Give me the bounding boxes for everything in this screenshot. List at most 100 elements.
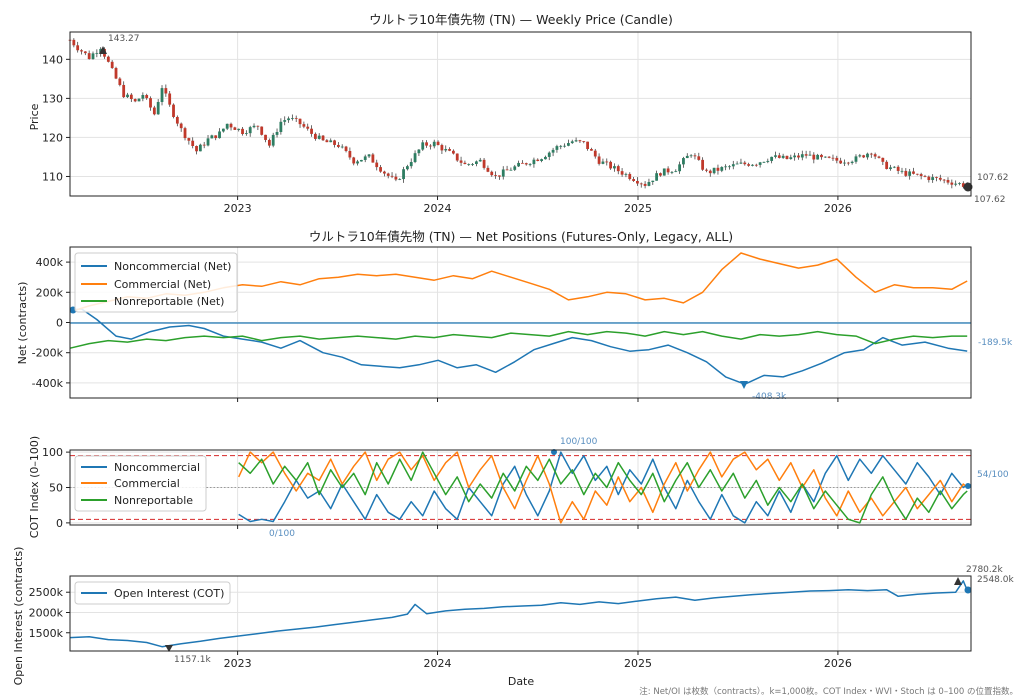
y-tick-label: 100	[42, 446, 63, 459]
net-legend-noncommercial: Noncommercial (Net)	[114, 260, 231, 273]
candle-body	[137, 98, 141, 102]
candle-body	[636, 180, 639, 184]
candle-body	[693, 155, 697, 157]
oi-series-lines	[69, 580, 968, 648]
candle-body	[743, 162, 747, 165]
candle-body	[889, 167, 892, 170]
candle-body	[198, 144, 202, 152]
candle-body	[858, 155, 862, 157]
candle-body	[455, 153, 459, 161]
cot-frame	[69, 449, 972, 526]
candle-body	[375, 162, 379, 168]
candle-body	[774, 155, 777, 157]
candle-body	[912, 171, 915, 174]
candle-body	[877, 156, 881, 158]
candle-body	[689, 155, 693, 157]
candle-body	[547, 152, 551, 157]
candle-body	[831, 157, 835, 159]
candle-body	[820, 154, 823, 158]
candle-body	[195, 145, 198, 152]
price-frame	[69, 31, 972, 197]
candle-body	[175, 116, 179, 124]
candle-body	[827, 156, 831, 158]
candle-body	[647, 182, 651, 186]
candle-body	[613, 166, 616, 169]
oi-legend-box	[74, 581, 231, 605]
candle-body	[800, 154, 804, 158]
candle-body	[524, 163, 528, 165]
candle-body	[843, 162, 846, 164]
candle-body	[405, 166, 409, 170]
candle-body	[720, 167, 724, 171]
candle-body	[221, 128, 225, 132]
candle-body	[348, 150, 352, 158]
candle-body	[329, 140, 333, 143]
candle-body	[494, 175, 497, 176]
candle-body	[172, 104, 175, 117]
candle-body	[513, 166, 517, 170]
candle-body	[448, 149, 451, 151]
candle-body	[804, 154, 808, 156]
candle-body	[705, 169, 708, 171]
candle-body	[306, 126, 310, 129]
series-line-nonreportable	[238, 451, 968, 524]
candle-body	[260, 126, 264, 135]
candle-body	[958, 183, 961, 185]
net-min-marker	[740, 381, 748, 389]
candle-body	[106, 56, 110, 62]
cot-legend-commercial: Commercial	[114, 477, 180, 490]
candle-body	[770, 156, 774, 161]
cot-y-ticks: 0 50 100	[42, 446, 70, 530]
candle-body	[961, 183, 965, 187]
candle-body	[241, 128, 244, 135]
candle-body	[294, 118, 298, 119]
candle-body	[248, 127, 252, 134]
candle-body	[371, 154, 375, 163]
candle-body	[317, 135, 321, 139]
candle-body	[816, 154, 820, 160]
net-legend-nonreportable: Nonreportable (Net)	[114, 295, 224, 308]
candle-body	[417, 149, 421, 154]
candle-body	[110, 61, 114, 69]
candle-body	[896, 166, 900, 171]
candle-body	[80, 50, 83, 52]
oi-legend: Open Interest (COT)	[74, 581, 231, 605]
candle-body	[463, 162, 467, 165]
candle-body	[478, 159, 482, 162]
candle-body	[685, 155, 689, 159]
candle-body	[210, 135, 214, 139]
net-legend: Noncommercial (Net) Commercial (Net) Non…	[74, 252, 238, 313]
candle-body	[509, 169, 513, 171]
candle-body	[590, 149, 593, 151]
candle-body	[129, 94, 133, 100]
candle-body	[118, 78, 122, 85]
candle-body	[340, 146, 344, 148]
candle-body	[218, 131, 221, 139]
candle-body	[244, 133, 248, 135]
candle-body	[908, 171, 912, 176]
candle-body	[839, 160, 843, 164]
candle-body	[183, 128, 187, 139]
net-title: ウルトラ10年債先物 (TN) — Net Positions (Futures…	[309, 229, 733, 244]
price-grid	[70, 32, 971, 196]
net-y-ticks: 400k 200k 0 -200k -400k	[32, 256, 70, 390]
candle-body	[609, 161, 612, 169]
candle-body	[409, 162, 413, 167]
candle-body	[570, 141, 574, 144]
candle-body	[356, 161, 359, 164]
series-line-open_interest	[69, 580, 968, 648]
candle-body	[938, 177, 942, 180]
candle-body	[72, 39, 76, 46]
y-tick-label: 50	[49, 482, 63, 495]
net-last-annotation: -189.5k	[978, 338, 1013, 348]
candle-body	[390, 175, 394, 177]
candle-body	[229, 123, 233, 128]
candle-body	[942, 179, 946, 181]
cot-last-marker	[965, 483, 971, 489]
x-tick-label: 2023	[224, 657, 252, 670]
candle-body	[214, 135, 218, 139]
oi-min-marker	[165, 645, 173, 652]
price-panel: ウルトラ10年債先物 (TN) — Weekly Price (Candle) …	[28, 12, 1009, 215]
candle-body	[728, 166, 731, 168]
price-candles	[68, 37, 969, 190]
